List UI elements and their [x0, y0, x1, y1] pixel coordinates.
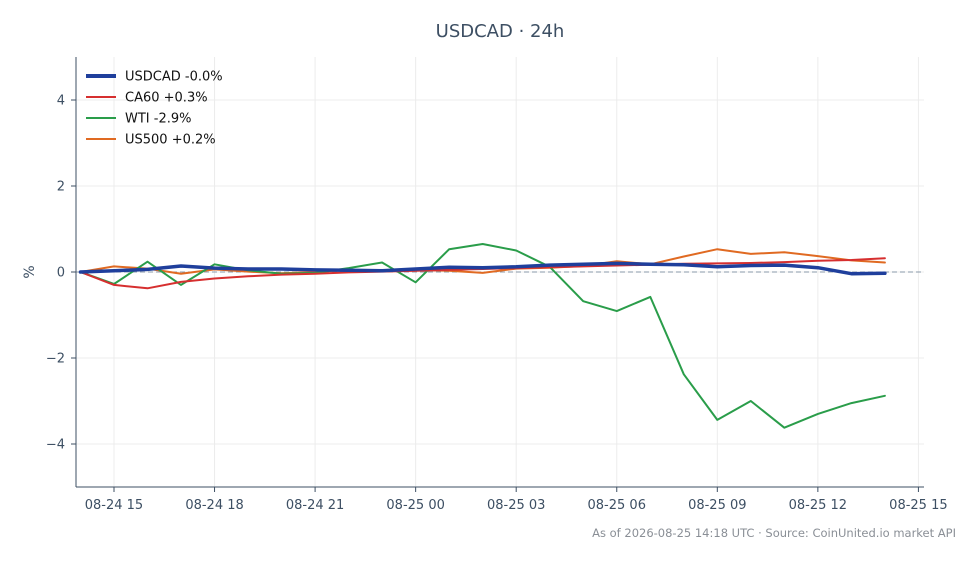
legend: USDCAD -0.0% CA60 +0.3% WTI -2.9% US500 +0.… [86, 70, 223, 148]
legend-label: WTI -2.9% [125, 112, 191, 127]
x-tick-label: 08-25 00 [386, 498, 444, 513]
chart-title: USDCAD · 24h [436, 21, 565, 42]
y-axis-label: % [22, 265, 38, 278]
y-ticks: −4 −2 0 2 4 [46, 94, 76, 453]
legend-label: USDCAD -0.0% [125, 70, 223, 85]
x-tick-label: 08-24 18 [185, 498, 243, 513]
x-tick-label: 08-24 15 [85, 498, 143, 513]
x-tick-label: 08-24 21 [286, 498, 344, 513]
x-tick-label: 08-25 12 [789, 498, 847, 513]
y-tick-label: 2 [57, 180, 65, 195]
series-layer [78, 243, 887, 429]
x-tick-label: 08-25 09 [688, 498, 746, 513]
y-tick-label: −2 [46, 352, 65, 367]
footer-source-note: As of 2026-08-25 14:18 UTC · Source: Coi… [592, 526, 956, 540]
x-ticks: 08-24 15 08-24 18 08-24 21 08-25 00 08-25 03… [85, 487, 948, 513]
y-tick-label: −4 [46, 438, 65, 453]
series-line [79, 243, 886, 429]
legend-label: CA60 +0.3% [125, 91, 208, 106]
x-tick-label: 08-25 03 [487, 498, 545, 513]
y-tick-label: 0 [57, 266, 65, 281]
series-line [78, 261, 887, 276]
y-tick-label: 4 [57, 94, 65, 109]
legend-label: US500 +0.2% [125, 133, 216, 148]
x-tick-label: 08-25 06 [588, 498, 646, 513]
x-tick-label: 08-25 15 [889, 498, 947, 513]
series-line [79, 248, 886, 275]
